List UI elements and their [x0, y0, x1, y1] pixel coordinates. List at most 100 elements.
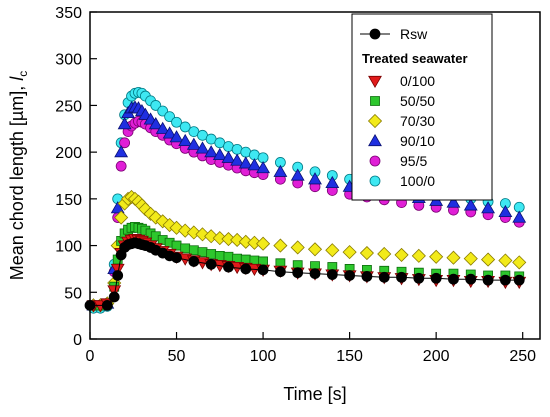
data-point [110, 201, 125, 214]
data-point [429, 249, 444, 264]
data-point [326, 269, 338, 280]
data-point [513, 274, 525, 286]
data-point [188, 256, 200, 267]
legend-label: Rsw [400, 26, 428, 42]
series-70-30 [86, 189, 527, 313]
data-point [465, 273, 477, 285]
data-point [157, 105, 169, 117]
data-point [394, 247, 409, 262]
data-point [155, 121, 170, 134]
data-point [238, 156, 253, 169]
data-point [205, 258, 217, 270]
plot-frame [89, 11, 541, 340]
data-point [273, 238, 288, 253]
data-point [342, 245, 357, 260]
legend-item-5: 95/5 [369, 153, 427, 169]
data-point [148, 117, 163, 130]
legend-marker [369, 28, 381, 40]
data-point [169, 130, 184, 143]
data-point [186, 137, 201, 150]
data-point [179, 121, 191, 133]
data-point [344, 270, 356, 281]
data-point [446, 195, 461, 208]
data-point [247, 235, 262, 250]
data-point [359, 245, 374, 261]
data-point [378, 271, 390, 283]
data-point [214, 250, 225, 261]
data-point [114, 145, 129, 158]
data-point [273, 164, 288, 177]
legend-marker [369, 175, 381, 187]
data-point [481, 201, 496, 214]
x-tick-label: 50 [168, 348, 186, 365]
data-point [162, 126, 177, 139]
legend-item-2: 50/50 [370, 93, 435, 109]
legend-marker [369, 155, 381, 167]
data-point [430, 272, 442, 284]
data-point [112, 270, 124, 281]
data-point [150, 100, 162, 111]
data-point [256, 236, 271, 251]
data-point [171, 252, 182, 264]
legend-title: Treated seawater [362, 51, 468, 66]
x-tick-label: 100 [250, 348, 277, 365]
y-tick-label: 300 [55, 52, 82, 69]
data-point [171, 240, 182, 251]
data-point [481, 252, 496, 267]
data-point [197, 247, 208, 258]
data-point [309, 268, 321, 280]
series-rsw [84, 237, 525, 311]
data-point [204, 145, 219, 158]
data-point [290, 240, 305, 255]
data-point [307, 242, 323, 257]
data-point [240, 263, 252, 275]
data-point [325, 243, 340, 258]
legend-label: 95/5 [400, 153, 427, 169]
data-point [178, 133, 193, 147]
data-point [119, 137, 131, 149]
axes: 0 50 100 150 200 250 300 350 0 50 100 150 200 250 Time… [7, 5, 541, 404]
data-point [413, 272, 425, 284]
data-point [230, 153, 245, 166]
data-point [107, 285, 122, 298]
data-point [164, 111, 176, 123]
legend-box [351, 13, 493, 201]
data-point [512, 210, 527, 223]
data-point [180, 243, 191, 254]
data-point [212, 231, 227, 246]
legend-label: 100/0 [400, 173, 435, 189]
legend-item-3: 70/30 [367, 113, 435, 129]
data-point [115, 160, 127, 172]
x-tick-label: 0 [86, 348, 95, 365]
legend-marker [367, 113, 383, 129]
data-point [221, 231, 236, 247]
legend-item-6: 100/0 [369, 173, 435, 189]
data-point [463, 198, 478, 211]
data-point [101, 299, 113, 311]
y-axis-title: Mean chord length [µm], lc [7, 71, 30, 280]
legend-marker [368, 133, 382, 147]
data-point [257, 264, 269, 276]
legend-marker [370, 96, 380, 106]
data-point [499, 274, 511, 286]
y-tick-label: 200 [55, 145, 82, 162]
x-tick-label: 150 [336, 348, 363, 365]
data-point [325, 175, 340, 189]
data-point [292, 267, 304, 279]
data-point [274, 266, 286, 278]
data-point [223, 261, 234, 273]
x-axis-title: Time [s] [283, 384, 346, 404]
y-tick-label: 350 [55, 5, 82, 22]
legend-marker [368, 75, 382, 89]
y-tick-label: 100 [55, 239, 82, 256]
data-point [498, 204, 513, 218]
data-point [512, 255, 527, 270]
data-point [114, 210, 129, 225]
legend-item-4: 90/10 [368, 133, 435, 149]
data-point [482, 274, 494, 286]
data-point [290, 168, 305, 181]
x-tick-label: 250 [509, 348, 536, 365]
legend: Rsw Treated seawater 0/100 50/50 70/30 90/10 9… [351, 13, 493, 201]
